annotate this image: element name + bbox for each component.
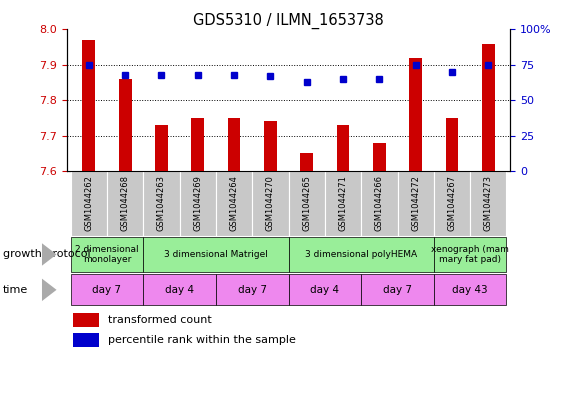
Bar xyxy=(264,121,277,171)
Text: xenograph (mam
mary fat pad): xenograph (mam mary fat pad) xyxy=(431,245,509,264)
Bar xyxy=(73,333,99,347)
Text: GSM1044263: GSM1044263 xyxy=(157,175,166,231)
Bar xyxy=(71,171,107,236)
Text: growth protocol: growth protocol xyxy=(3,250,90,259)
Text: GSM1044268: GSM1044268 xyxy=(121,175,129,231)
Bar xyxy=(289,274,361,305)
Bar xyxy=(409,58,422,171)
Bar xyxy=(216,171,252,236)
Bar xyxy=(337,125,349,171)
Bar xyxy=(289,171,325,236)
Title: GDS5310 / ILMN_1653738: GDS5310 / ILMN_1653738 xyxy=(193,13,384,29)
Bar xyxy=(434,274,507,305)
Bar xyxy=(73,313,99,327)
Text: day 4: day 4 xyxy=(165,285,194,295)
Bar xyxy=(143,237,289,272)
Text: GSM1044269: GSM1044269 xyxy=(194,175,202,231)
Bar xyxy=(398,171,434,236)
Bar xyxy=(373,143,386,171)
Bar xyxy=(470,171,507,236)
Bar xyxy=(482,44,495,171)
Bar xyxy=(361,274,434,305)
Text: GSM1044267: GSM1044267 xyxy=(448,175,456,231)
Bar xyxy=(143,171,180,236)
Bar xyxy=(191,118,204,171)
Text: day 7: day 7 xyxy=(383,285,412,295)
Bar xyxy=(434,171,470,236)
Bar xyxy=(155,125,168,171)
Bar xyxy=(300,153,313,171)
Text: 3 dimensional Matrigel: 3 dimensional Matrigel xyxy=(164,250,268,259)
Text: GSM1044264: GSM1044264 xyxy=(230,175,238,231)
Bar xyxy=(71,237,143,272)
Bar xyxy=(325,171,361,236)
Text: day 7: day 7 xyxy=(238,285,267,295)
Text: percentile rank within the sample: percentile rank within the sample xyxy=(108,335,296,345)
Bar xyxy=(216,274,289,305)
Text: GSM1044271: GSM1044271 xyxy=(339,175,347,231)
Bar xyxy=(180,171,216,236)
Bar xyxy=(82,40,95,171)
Bar xyxy=(252,171,289,236)
Text: 2 dimensional
monolayer: 2 dimensional monolayer xyxy=(75,245,139,264)
Bar xyxy=(289,237,434,272)
Text: GSM1044266: GSM1044266 xyxy=(375,175,384,231)
Bar xyxy=(119,79,132,171)
Text: transformed count: transformed count xyxy=(108,315,212,325)
Bar xyxy=(143,274,216,305)
Bar xyxy=(228,118,240,171)
Bar xyxy=(71,274,143,305)
Text: GSM1044265: GSM1044265 xyxy=(302,175,311,231)
Bar xyxy=(445,118,458,171)
Bar xyxy=(434,237,507,272)
Text: day 43: day 43 xyxy=(452,285,488,295)
Text: GSM1044272: GSM1044272 xyxy=(411,175,420,231)
Text: GSM1044262: GSM1044262 xyxy=(85,175,93,231)
Bar xyxy=(361,171,398,236)
Text: 3 dimensional polyHEMA: 3 dimensional polyHEMA xyxy=(305,250,417,259)
Bar xyxy=(107,171,143,236)
Text: day 4: day 4 xyxy=(310,285,339,295)
Text: day 7: day 7 xyxy=(93,285,121,295)
Text: GSM1044273: GSM1044273 xyxy=(484,175,493,231)
Text: GSM1044270: GSM1044270 xyxy=(266,175,275,231)
Text: time: time xyxy=(3,285,28,295)
